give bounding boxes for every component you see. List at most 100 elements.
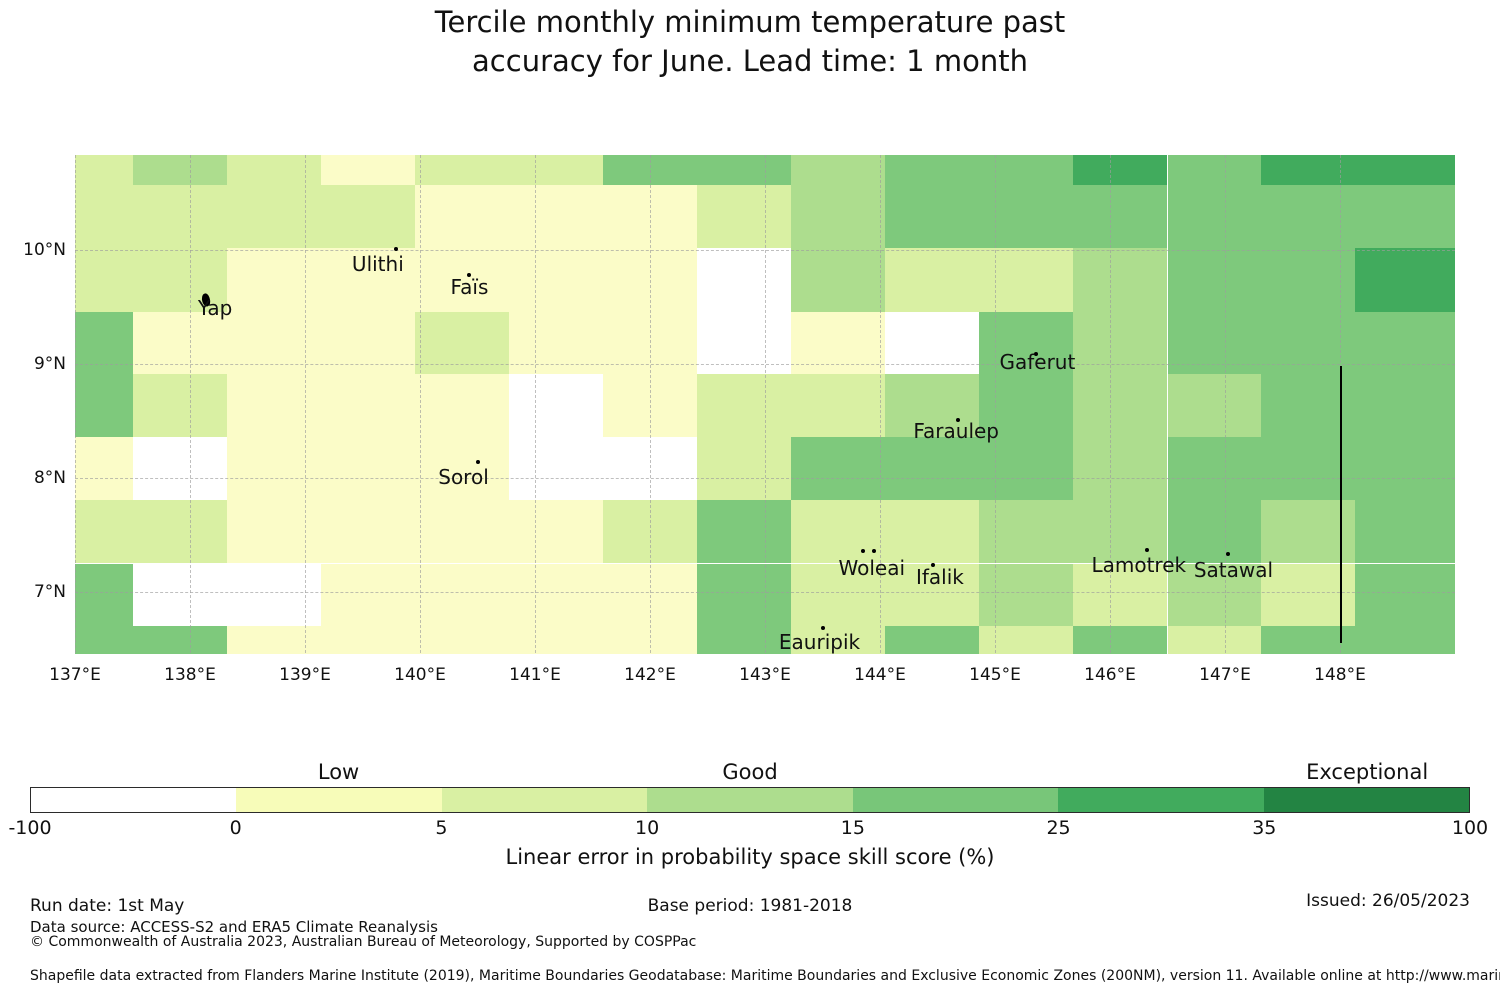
grid-cell [978, 247, 1074, 312]
grid-cell [602, 247, 698, 312]
gridline-meridian [75, 155, 76, 653]
grid-cell [697, 185, 792, 248]
grid-cell [1354, 311, 1455, 375]
gridline-meridian [305, 155, 306, 653]
grid-cell [1354, 374, 1455, 437]
grid-cell [1354, 626, 1455, 654]
grid-cell [75, 436, 133, 500]
grid-cell [508, 247, 603, 312]
grid-cell [1167, 499, 1261, 564]
x-tick-label: 144°E [854, 665, 906, 685]
grid-cell [321, 311, 416, 375]
grid-cell [226, 374, 322, 437]
grid-cell [508, 311, 603, 375]
grid-cell [508, 563, 603, 627]
grid-cell [1260, 563, 1355, 627]
grid-cell [226, 247, 322, 312]
grid-cell [508, 185, 603, 248]
grid-cell [1260, 155, 1355, 185]
grid-cell [415, 436, 509, 500]
island-marker-dot [393, 246, 398, 251]
grid-cell [1260, 499, 1355, 564]
grid-cell [884, 436, 979, 500]
grid-cell [697, 436, 792, 500]
grid-cell [415, 374, 509, 437]
grid-cell [1260, 247, 1355, 312]
grid-cell [226, 499, 322, 564]
grid-cell [1167, 155, 1261, 185]
grid-cell [978, 563, 1074, 627]
colorbar-tick-label: 100 [1451, 817, 1489, 839]
colorbar-tick-label: 10 [635, 817, 660, 839]
colorbar-axis-label: Linear error in probability space skill … [505, 845, 995, 869]
gridline-meridian [190, 155, 191, 653]
island-marker-dot [1034, 351, 1039, 356]
x-tick-label: 139°E [279, 665, 331, 685]
island-label: Woleai [838, 555, 906, 580]
x-tick-label: 141°E [509, 665, 561, 685]
colorbar-segment [852, 788, 1059, 812]
grid-cell [978, 185, 1074, 248]
colorbar-tick-label: 15 [840, 817, 865, 839]
grid-cell [602, 563, 698, 627]
island-label: Ulithi [351, 251, 404, 276]
grid-cell [226, 626, 322, 654]
grid-cell [791, 436, 885, 500]
grid-cell [75, 374, 133, 437]
grid-cell [1073, 626, 1168, 654]
gridline-meridian [535, 155, 536, 653]
chart-title-line2: accuracy for June. Lead time: 1 month [472, 44, 1028, 78]
grid-cell [415, 247, 509, 312]
grid-cell [321, 436, 416, 500]
gridline-meridian [1110, 155, 1111, 653]
grid-cell [226, 155, 322, 185]
grid-cell [791, 374, 885, 437]
grid-cell [415, 185, 509, 248]
island-marker-dot [475, 460, 480, 465]
grid-cell [884, 626, 979, 654]
colorbar-segment [31, 788, 237, 812]
grid-cell [978, 626, 1074, 654]
grid-cell [1167, 311, 1261, 375]
island-marker-dot [872, 548, 877, 553]
grid-cell [1167, 436, 1261, 500]
grid-cell [978, 436, 1074, 500]
grid-cell [1167, 626, 1261, 654]
grid-cell [602, 626, 698, 654]
gridline-parallel [75, 250, 1455, 251]
island-label: Yap [197, 296, 233, 321]
island-label: Gaferut [999, 349, 1076, 374]
grid-cell [1073, 436, 1168, 500]
grid-cell [884, 311, 979, 375]
x-tick-label: 146°E [1084, 665, 1136, 685]
grid-cell [884, 155, 979, 185]
grid-cell [132, 247, 227, 312]
island-label: Sorol [438, 465, 489, 490]
grid-cell [791, 311, 885, 375]
grid-cell [884, 185, 979, 248]
grid-cell [884, 374, 979, 437]
grid-cell [226, 185, 322, 248]
grid-cell [1073, 563, 1168, 627]
island-label: Ifalik [915, 564, 964, 589]
grid-cell [697, 374, 792, 437]
gridline-parallel [75, 592, 1455, 593]
grid-cell [132, 311, 227, 375]
footer-issued-date: Issued: 26/05/2023 [1306, 891, 1470, 911]
island-label: Faraulep [913, 418, 1000, 443]
grid-cell [791, 626, 885, 654]
chart-title: Tercile monthly minimum temperature past… [0, 3, 1500, 81]
grid-cell [132, 155, 227, 185]
grid-cell [321, 626, 416, 654]
grid-cell [321, 563, 416, 627]
map-heatmap: Yap Ulithi Faïs Sorol Gaferut Faraulep Woleai I… [75, 155, 1455, 654]
grid-cell [602, 185, 698, 248]
grid-cell [508, 374, 603, 437]
grid-cell [1073, 247, 1168, 312]
grid-cell [415, 563, 509, 627]
colorbar-segment [441, 788, 648, 812]
grid-cell [1260, 374, 1355, 437]
colorbar-tick-label: 35 [1252, 817, 1277, 839]
grid-cell [1260, 185, 1355, 248]
